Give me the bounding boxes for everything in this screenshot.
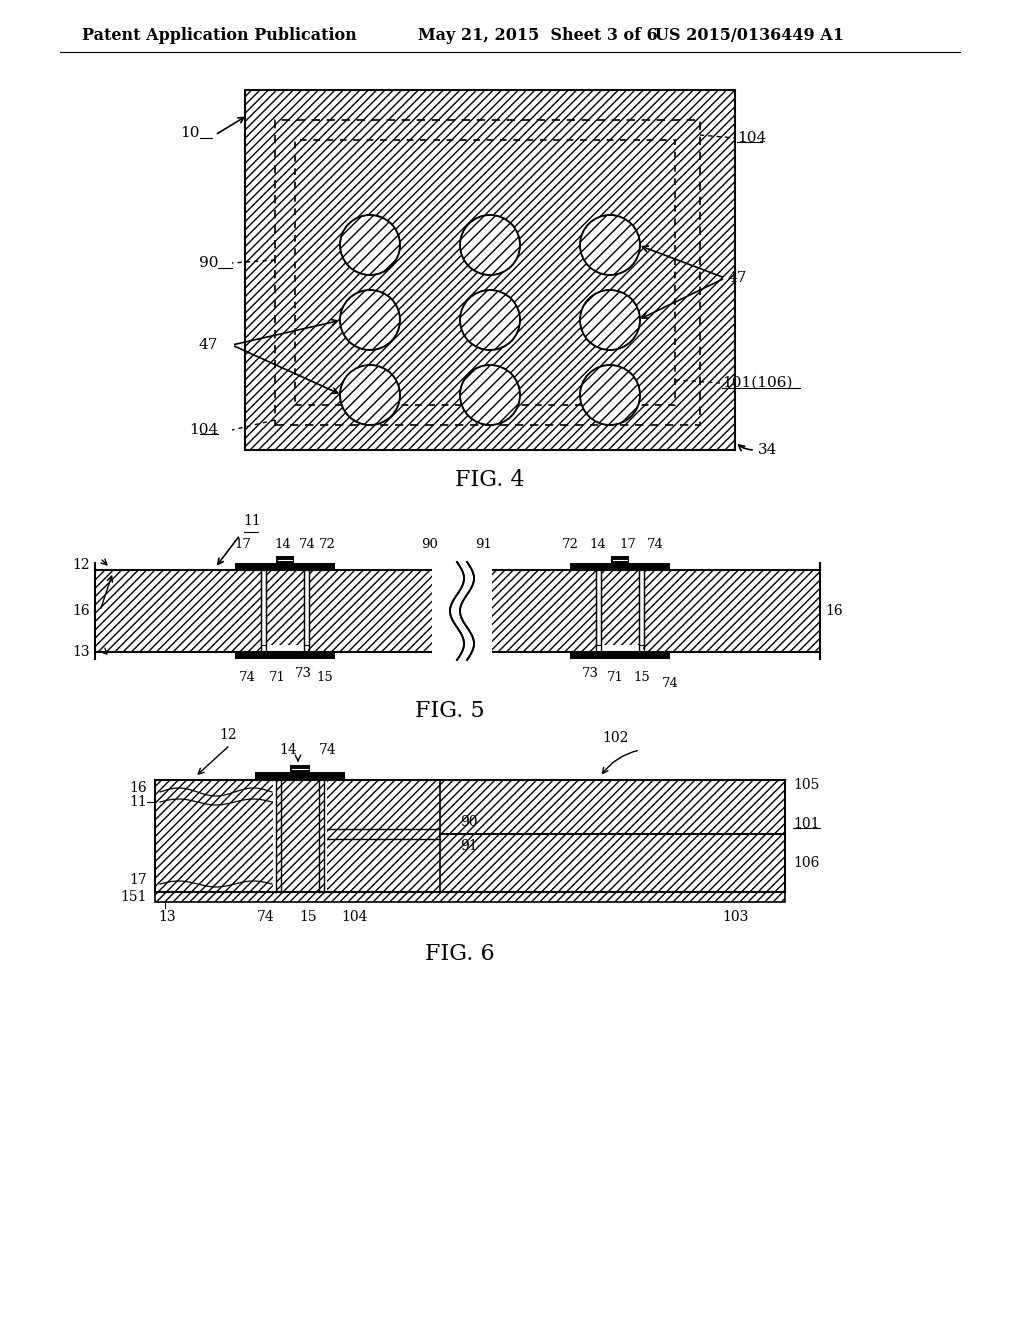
Text: 104: 104 (342, 909, 369, 924)
Text: 11: 11 (129, 795, 147, 809)
Bar (570, 564, 670, 570)
Bar (490, 570, 820, 652)
Bar (245, 90, 735, 450)
Text: 17: 17 (129, 873, 147, 887)
Bar (611, 556, 629, 564)
Circle shape (460, 215, 520, 275)
Text: 74: 74 (646, 539, 664, 550)
Bar (639, 570, 644, 645)
Text: 74: 74 (257, 909, 274, 924)
Text: 74: 74 (299, 539, 315, 550)
Text: US 2015/0136449 A1: US 2015/0136449 A1 (655, 26, 844, 44)
Text: 34: 34 (758, 444, 777, 457)
Circle shape (340, 290, 400, 350)
Bar (440, 834, 785, 892)
Text: 90: 90 (460, 814, 477, 829)
Text: 17: 17 (620, 539, 637, 550)
Bar (155, 780, 440, 892)
Bar (95, 570, 435, 652)
Text: 71: 71 (268, 671, 286, 684)
Text: FIG. 5: FIG. 5 (415, 700, 484, 722)
Text: 16: 16 (73, 605, 90, 618)
Bar (490, 570, 820, 652)
Text: 103: 103 (722, 909, 749, 924)
Bar (245, 90, 735, 450)
Text: 10: 10 (180, 125, 200, 140)
Bar (596, 570, 644, 645)
Text: 11: 11 (243, 513, 261, 528)
Circle shape (460, 290, 520, 350)
Circle shape (340, 366, 400, 425)
Text: 74: 74 (319, 743, 337, 756)
Text: 104: 104 (188, 422, 218, 437)
Circle shape (580, 215, 640, 275)
Text: 13: 13 (158, 909, 176, 924)
Text: 90: 90 (199, 256, 218, 271)
Circle shape (580, 366, 640, 425)
Bar (290, 766, 310, 772)
Bar (155, 892, 785, 902)
Text: 90: 90 (422, 539, 438, 550)
Bar (440, 780, 785, 834)
Bar (432, 568, 492, 653)
Text: 73: 73 (295, 667, 311, 680)
Text: 47: 47 (728, 271, 748, 285)
Bar (234, 652, 335, 659)
Bar (262, 572, 308, 651)
Text: 13: 13 (73, 645, 90, 659)
Text: 105: 105 (793, 777, 819, 792)
Text: 101: 101 (793, 817, 819, 832)
Bar (596, 570, 601, 645)
Text: 14: 14 (280, 743, 297, 756)
Text: 91: 91 (460, 840, 477, 853)
Text: 15: 15 (316, 671, 334, 684)
Text: FIG. 4: FIG. 4 (456, 469, 525, 491)
Text: 16: 16 (825, 605, 843, 618)
Circle shape (460, 366, 520, 425)
Bar (255, 772, 345, 780)
Text: 74: 74 (239, 671, 255, 684)
Text: 47: 47 (199, 338, 218, 352)
Text: 102: 102 (602, 731, 628, 744)
Circle shape (340, 215, 400, 275)
Bar (95, 570, 435, 652)
Text: May 21, 2015  Sheet 3 of 6: May 21, 2015 Sheet 3 of 6 (418, 26, 657, 44)
Text: 15: 15 (299, 909, 316, 924)
Text: 151: 151 (121, 890, 147, 904)
Text: FIG. 6: FIG. 6 (425, 942, 495, 965)
Text: 72: 72 (318, 539, 336, 550)
Bar (597, 572, 643, 651)
Text: 72: 72 (561, 539, 579, 550)
Text: 71: 71 (606, 671, 624, 684)
Circle shape (580, 290, 640, 350)
Bar (261, 570, 266, 645)
Bar (275, 120, 700, 425)
Bar (155, 780, 440, 892)
Text: 14: 14 (274, 539, 292, 550)
Text: 17: 17 (234, 539, 252, 550)
Bar (276, 556, 294, 564)
Text: 91: 91 (475, 539, 493, 550)
Bar (273, 781, 327, 891)
Text: 12: 12 (219, 729, 237, 742)
Text: 101(106): 101(106) (722, 376, 793, 389)
Bar (295, 140, 675, 405)
Text: 16: 16 (129, 781, 147, 795)
Text: 14: 14 (590, 539, 606, 550)
Bar (234, 564, 335, 570)
Bar (304, 570, 309, 645)
Bar (276, 780, 324, 892)
Text: 12: 12 (73, 558, 90, 572)
Bar (261, 570, 309, 645)
Text: 104: 104 (737, 131, 766, 145)
Text: 106: 106 (793, 855, 819, 870)
Text: 15: 15 (634, 671, 650, 684)
Text: 74: 74 (662, 677, 679, 690)
Text: Patent Application Publication: Patent Application Publication (82, 26, 356, 44)
Text: 73: 73 (582, 667, 598, 680)
Bar (570, 652, 670, 659)
